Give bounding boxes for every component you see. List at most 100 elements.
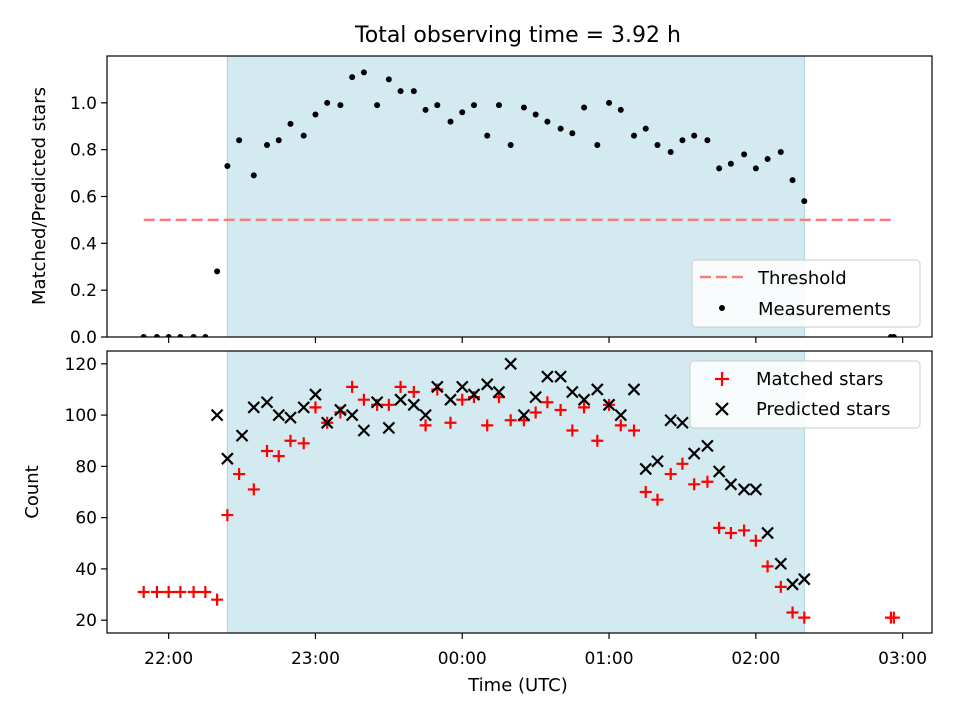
ratio-y-axis-label: Matched/Predicted stars [29, 87, 50, 305]
matched-star-point [651, 493, 664, 506]
ratio-legend: Threshold Measurements [691, 259, 921, 328]
y-tick-label: 0.4 [70, 234, 97, 254]
matched-star-point [419, 419, 432, 432]
matched-star-point [481, 419, 494, 432]
ratio-panel: 0.0 0.2 0.4 0.6 0.8 1.0 Matched/Predicted sta… [29, 55, 933, 348]
measurement-point [422, 106, 429, 113]
matched-star-point [614, 419, 627, 432]
count-y-ticks: 20 40 60 80 100 120 [65, 355, 107, 631]
matched-star-point [749, 534, 762, 547]
predicted-star-point [639, 462, 653, 476]
measurement-point [236, 137, 243, 144]
predicted-star-point [529, 390, 542, 404]
predicted-star-point [774, 557, 788, 571]
matched-star-point [566, 424, 579, 437]
measurement-point [741, 151, 748, 158]
measurement-point [716, 165, 723, 172]
matched-star-point [261, 444, 274, 457]
measurement-point [264, 141, 271, 148]
count-legend-box [689, 360, 921, 429]
matched-star-point [529, 406, 542, 419]
measurement-points [140, 69, 897, 337]
measurement-point [349, 74, 356, 81]
matched-star-point [309, 401, 322, 414]
matched-star-point [346, 380, 359, 393]
measurement-point [581, 104, 588, 111]
predicted-star-point [210, 408, 224, 422]
count-x-ticks: 22:00 23:00 00:00 01:00 02:00 03:00 [144, 633, 927, 669]
measurement-point [385, 76, 392, 83]
measurement-point [177, 334, 184, 337]
predicted-star-point [687, 447, 701, 460]
matched-star-point [724, 527, 737, 540]
predicted-star-point [749, 483, 763, 496]
matched-star-point [150, 585, 163, 598]
predicted-star-point [554, 370, 567, 383]
measurement-point [324, 99, 331, 106]
matched-star-point [394, 380, 407, 393]
measurement-point [214, 268, 221, 275]
matched-star-point [774, 580, 787, 593]
measurement-point [617, 106, 624, 113]
matched-star-point [887, 611, 900, 624]
measurement-point [691, 132, 698, 139]
measurement-point [190, 334, 197, 337]
x-tick-label: 22:00 [144, 649, 193, 669]
predicted-star-point [712, 465, 726, 478]
predicted-star-point [786, 578, 799, 591]
y-tick-label: 80 [75, 457, 97, 477]
predicted-star-point [297, 401, 310, 414]
predicted-star-point [247, 401, 261, 414]
predicted-star-point [370, 395, 384, 409]
measurement-point [704, 137, 711, 144]
matched-star-point [221, 509, 234, 522]
measurement-point [337, 102, 344, 109]
measurement-point [789, 177, 796, 184]
matched-star-point [541, 396, 554, 409]
matched-star-point [137, 585, 150, 598]
measurement-point [631, 132, 638, 139]
predicted-star-point [724, 478, 738, 491]
measurement-point [642, 125, 649, 132]
measurement-point [447, 118, 454, 125]
matched-star-point [761, 560, 774, 573]
predicted-star-point [419, 408, 432, 422]
predicted-star-point [651, 454, 664, 468]
y-tick-label: 1.0 [70, 94, 97, 114]
x-tick-label: 00:00 [438, 649, 487, 669]
measurement-point [557, 125, 564, 132]
predicted-star-point [517, 408, 531, 422]
predicted-star-point [444, 393, 457, 406]
matched-star-point [297, 437, 310, 450]
matched-star-point [713, 521, 726, 534]
predicted-star-point [309, 388, 322, 401]
measurement-point [801, 198, 808, 205]
matched-star-point [247, 483, 260, 496]
measurement-point [224, 163, 231, 170]
predicted-star-point [284, 411, 297, 424]
measurement-point [569, 130, 576, 137]
matched-star-point [284, 434, 297, 447]
ratio-x-ticks [168, 337, 904, 343]
matched-star-point [162, 585, 175, 598]
measurement-point [667, 149, 674, 156]
y-tick-label: 120 [65, 355, 97, 375]
legend-predicted-label: Predicted stars [756, 399, 890, 420]
predicted-star-point [541, 370, 554, 383]
y-tick-label: 0.6 [70, 188, 97, 208]
legend-threshold-label: Threshold [757, 268, 847, 289]
measurement-point [606, 99, 613, 106]
measurement-point [374, 102, 381, 109]
legend-matched-label: Matched stars [756, 369, 883, 390]
matched-star-point [738, 524, 751, 537]
measurement-point [140, 334, 147, 337]
measurement-point [594, 141, 601, 148]
predicted-star-point [676, 416, 689, 430]
predicted-star-point [737, 483, 751, 496]
predicted-star-point [504, 357, 517, 371]
count-y-axis-label: Count [22, 465, 43, 518]
predicted-star-point [701, 439, 714, 453]
matched-star-point [688, 478, 701, 491]
measurement-point [752, 165, 759, 172]
